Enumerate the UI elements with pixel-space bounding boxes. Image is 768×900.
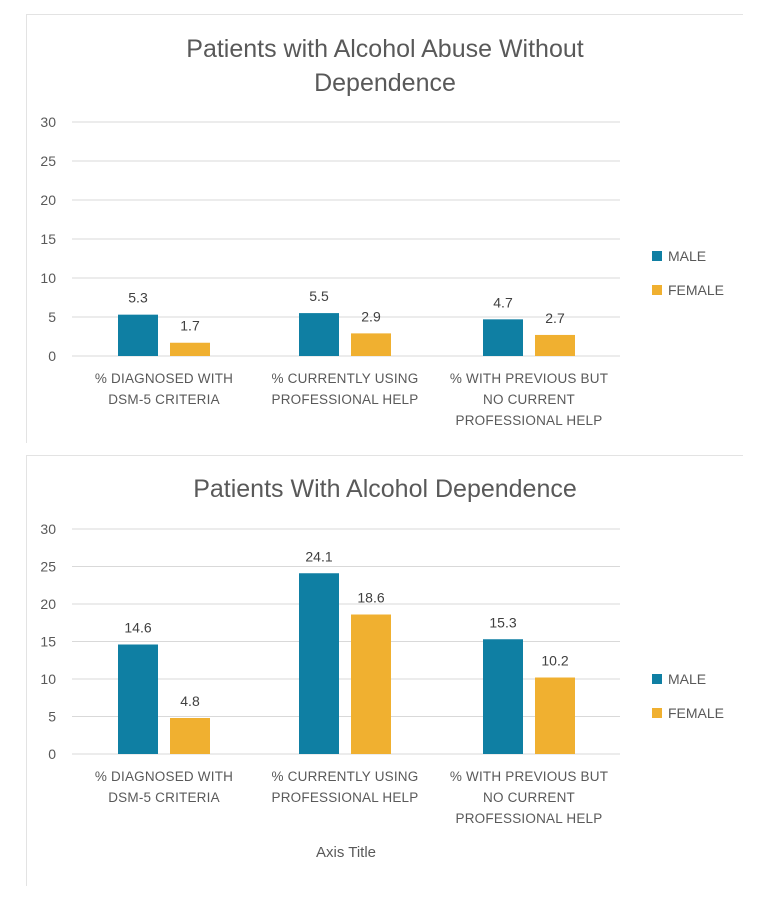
x-axis-title: Axis Title	[316, 844, 376, 861]
y-tick-label: 5	[48, 309, 56, 325]
data-label: 5.5	[309, 288, 329, 304]
data-label: 15.3	[489, 614, 516, 630]
bar-male	[118, 644, 158, 754]
y-tick-label: 15	[40, 634, 56, 650]
legend-swatch-male	[652, 251, 662, 261]
y-tick-label: 25	[40, 559, 56, 575]
category-label: PROFESSIONAL HELP	[272, 392, 419, 407]
legend-label-male: MALE	[668, 248, 706, 264]
category-label: DSM-5 CRITERIA	[108, 392, 220, 407]
category-label: NO CURRENT	[483, 790, 575, 805]
data-label: 10.2	[541, 653, 568, 669]
bar-female	[170, 342, 210, 356]
data-label: 24.1	[305, 548, 332, 564]
bar-female	[351, 614, 391, 754]
bar-male	[299, 313, 339, 356]
data-label: 4.8	[180, 693, 200, 709]
category-label: % CURRENTLY USING	[272, 371, 419, 386]
legend-swatch-male	[652, 674, 662, 684]
y-tick-label: 0	[48, 348, 56, 364]
y-tick-label: 25	[40, 153, 56, 169]
y-tick-label: 10	[40, 270, 56, 286]
category-label: % WITH PREVIOUS BUT	[450, 371, 608, 386]
data-label: 18.6	[357, 590, 384, 606]
category-label: % CURRENTLY USING	[272, 769, 419, 784]
y-tick-label: 5	[48, 709, 56, 725]
legend-label-female: FEMALE	[668, 705, 724, 721]
category-label: % DIAGNOSED WITH	[95, 371, 233, 386]
data-label: 14.6	[124, 620, 151, 636]
bar-male	[483, 639, 523, 754]
bar-female	[170, 718, 210, 754]
y-tick-label: 30	[40, 521, 56, 537]
data-label: 2.9	[361, 308, 381, 324]
category-label: % DIAGNOSED WITH	[95, 769, 233, 784]
chart-1: Patients with Alcohol Abuse Without Depen…	[40, 35, 724, 428]
category-label: PROFESSIONAL HELP	[272, 790, 419, 805]
bar-male	[299, 573, 339, 754]
data-label: 4.7	[493, 294, 513, 310]
bar-female	[351, 333, 391, 356]
bar-female	[535, 334, 575, 356]
bar-female	[535, 677, 575, 754]
bar-male	[483, 319, 523, 356]
data-label: 5.3	[128, 290, 148, 306]
legend-swatch-female	[652, 285, 662, 295]
data-label: 2.7	[545, 310, 565, 326]
chart-abuse-without-dependence	[26, 14, 743, 443]
legend-label-female: FEMALE	[668, 282, 724, 298]
y-tick-label: 20	[40, 596, 56, 612]
category-label: DSM-5 CRITERIA	[108, 790, 220, 805]
y-tick-label: 0	[48, 746, 56, 762]
chart-title: Dependence	[314, 69, 456, 97]
y-tick-label: 15	[40, 231, 56, 247]
bar-male	[118, 314, 158, 356]
category-label: PROFESSIONAL HELP	[456, 413, 603, 428]
legend-label-male: MALE	[668, 671, 706, 687]
chart-2: Patients With Alcohol Dependence 0 5 10 15 20…	[40, 475, 724, 861]
legend-swatch-female	[652, 708, 662, 718]
category-label: NO CURRENT	[483, 392, 575, 407]
data-label: 1.7	[180, 318, 200, 334]
y-tick-label: 20	[40, 192, 56, 208]
chart-title: Patients With Alcohol Dependence	[193, 475, 577, 503]
category-label: PROFESSIONAL HELP	[456, 811, 603, 826]
y-tick-label: 10	[40, 671, 56, 687]
category-label: % WITH PREVIOUS BUT	[450, 769, 608, 784]
y-tick-label: 30	[40, 114, 56, 130]
chart-title: Patients with Alcohol Abuse Without	[186, 35, 584, 63]
